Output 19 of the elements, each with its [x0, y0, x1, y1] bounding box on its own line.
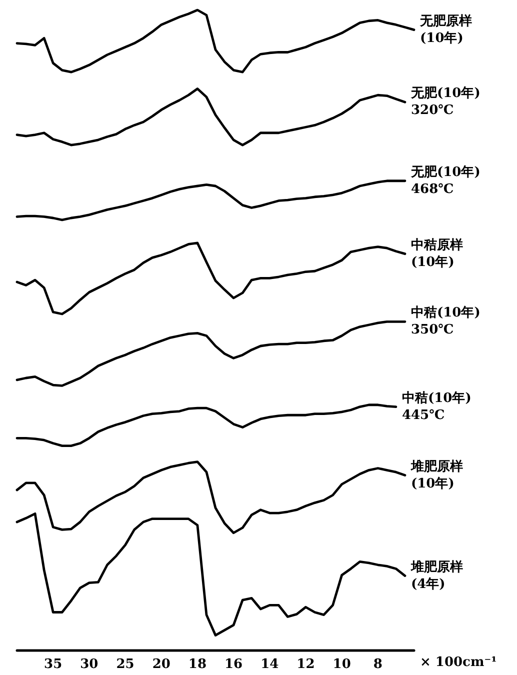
x-tick-label: 16 [224, 657, 243, 672]
series-label: 无肥(10年) 320℃ [410, 86, 480, 118]
series-label: 中秸(10年) 445℃ [402, 390, 472, 423]
x-tick-label: 25 [116, 657, 134, 672]
series-label: 中秸原样 (10年) [410, 238, 463, 270]
series-label: 堆肥原样 (4年) [410, 560, 463, 592]
x-tick-label: 8 [373, 657, 382, 672]
x-tick-label: 20 [152, 657, 170, 672]
x-tick-label: 18 [188, 657, 206, 672]
series-label: 无肥原样 (10年) [419, 14, 472, 46]
x-tick-label: 14 [260, 657, 279, 672]
x-axis-title: × 100cm⁻¹ [420, 655, 497, 670]
x-tick-label: 12 [296, 657, 315, 672]
series-label: 堆肥原样 (10年) [410, 459, 463, 492]
series-label: 中秸(10年) 350℃ [410, 306, 480, 338]
series-label: 无肥(10年) 468℃ [410, 164, 480, 197]
x-tick-label: 35 [44, 657, 62, 672]
x-tick-label: 30 [80, 657, 98, 672]
x-tick-label: 10 [332, 657, 351, 672]
